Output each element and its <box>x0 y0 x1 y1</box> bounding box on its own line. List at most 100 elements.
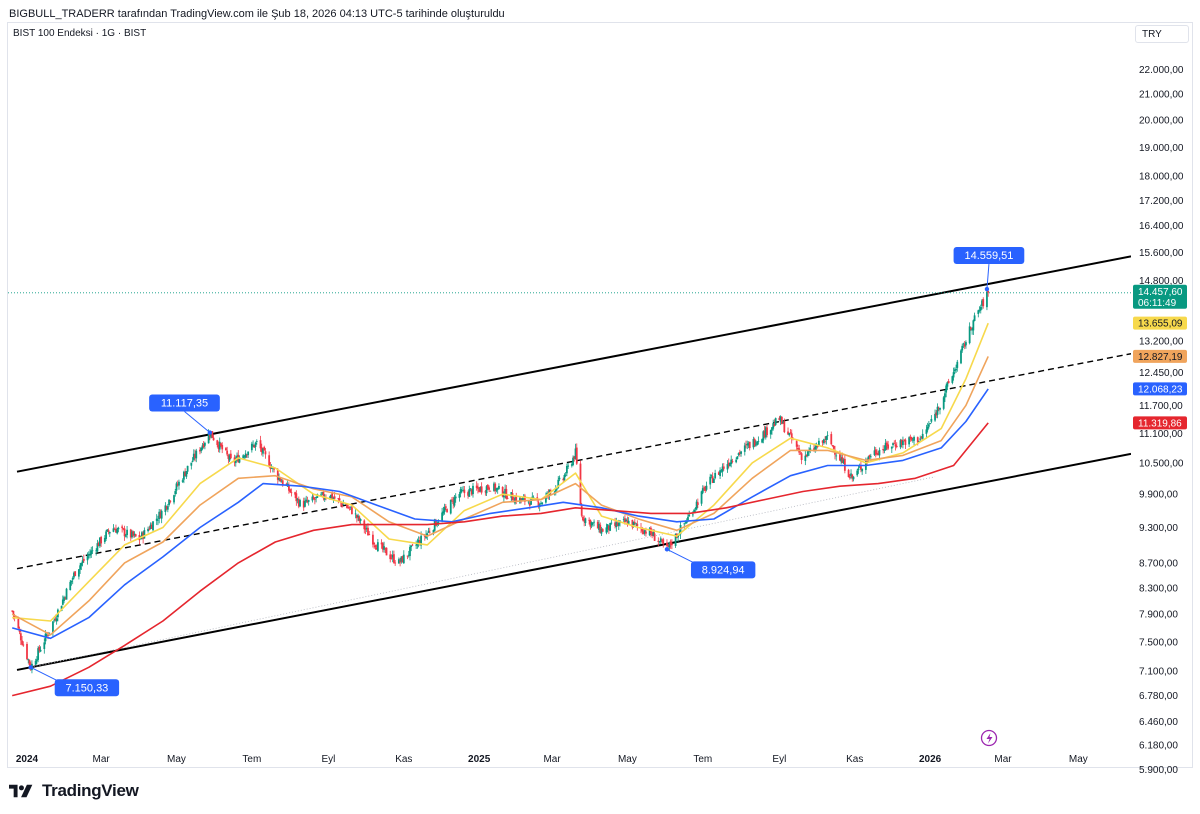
candle-body <box>830 434 833 445</box>
candle-body <box>442 511 445 514</box>
candle-body <box>683 523 686 525</box>
candle-body <box>410 545 413 548</box>
candle-body <box>826 435 829 437</box>
candle-body <box>910 437 913 440</box>
candle-body <box>908 437 911 445</box>
candle-body <box>918 441 920 442</box>
candle-body <box>939 407 941 410</box>
candle-body <box>505 488 508 499</box>
candle-body <box>338 498 341 501</box>
candle-body <box>34 660 37 665</box>
candle-body <box>642 531 645 535</box>
candle-body <box>570 464 573 466</box>
candle-body <box>738 452 741 454</box>
candle-body <box>194 454 196 459</box>
callout-label: 11.117,35 <box>161 398 208 410</box>
moving-average-line <box>12 422 989 697</box>
candle-body <box>558 477 561 480</box>
candle-body <box>87 554 90 556</box>
candle-body <box>459 489 462 494</box>
candle-body <box>564 474 567 476</box>
candle-body <box>771 427 773 431</box>
candle-body <box>916 437 919 443</box>
candle-body <box>489 490 492 492</box>
candle-body <box>601 529 604 532</box>
candle-body <box>783 421 786 433</box>
candle-body <box>605 527 608 533</box>
candle-body <box>496 487 499 490</box>
candle-body <box>460 490 463 492</box>
candle-body <box>129 529 132 538</box>
candle-body <box>729 462 731 467</box>
candle-body <box>39 649 42 652</box>
candle-body <box>341 503 343 507</box>
price-axis[interactable]: 22.000,00 21.000,00 20.000,00 19.000,00 18.0… <box>1139 65 1184 776</box>
candle-body <box>124 535 127 537</box>
candle-body <box>806 451 809 456</box>
moving-average-line <box>11 356 989 636</box>
candle-body <box>444 506 447 508</box>
candle-body <box>884 442 887 450</box>
candle-body <box>47 635 49 636</box>
candle-body <box>671 543 673 546</box>
candle-body <box>484 491 487 493</box>
candle-body <box>893 443 896 445</box>
candle-body <box>229 453 232 459</box>
candle-body <box>748 441 751 449</box>
trend-line-group[interactable] <box>16 255 1131 671</box>
candle-body <box>458 494 461 498</box>
candle-body <box>270 467 273 469</box>
candle-body <box>747 443 750 446</box>
candle-body <box>674 533 677 546</box>
candle-body <box>418 540 421 545</box>
candle-body <box>636 523 639 527</box>
candle-body <box>574 448 577 459</box>
price-tick-label: 14.800,00 <box>1139 276 1184 287</box>
candle-body <box>648 528 651 536</box>
candle-body <box>911 439 914 441</box>
candle-body <box>242 455 245 459</box>
candle-body <box>148 528 151 530</box>
annotation-group[interactable]: 11.117,35 7.150,33 8.924,94 14.559,51 <box>28 247 1025 697</box>
candle-body <box>814 446 817 451</box>
candle-body <box>280 481 283 483</box>
candle-body <box>446 509 448 513</box>
candle-body <box>764 427 767 438</box>
candle-body <box>981 300 983 306</box>
ma-price-tag-label: 12.827,19 <box>1138 352 1183 363</box>
candle-body <box>61 599 64 605</box>
candle-body <box>934 413 936 421</box>
candle-body <box>704 487 707 491</box>
candle-body <box>978 310 981 311</box>
candle-body <box>383 546 385 550</box>
candle-body <box>788 432 791 436</box>
price-tick-label: 8.300,00 <box>1139 583 1178 594</box>
candle-body <box>385 547 388 556</box>
time-axis[interactable]: 2024 Mar May Tem Eyl Kas 2025 Mar May Tem Eyl Kas 20… <box>16 754 1088 765</box>
candle-body <box>296 498 299 500</box>
candle-body <box>469 488 472 490</box>
lightning-icon[interactable] <box>980 729 998 747</box>
currency-button[interactable]: TRY <box>1135 25 1189 43</box>
candle-body <box>65 588 68 600</box>
candle-body <box>599 524 602 533</box>
candle-body <box>745 444 747 446</box>
candle-body <box>977 310 980 314</box>
candle-body <box>582 516 584 521</box>
candle-body <box>252 444 254 446</box>
candle-body <box>426 533 429 537</box>
tradingview-logo[interactable]: TradingView <box>9 781 139 801</box>
candle-body <box>902 440 904 446</box>
candle-body <box>936 406 939 415</box>
candle-body <box>320 494 322 496</box>
symbol-info[interactable]: BIST 100 Endeksi · 1G · BIST <box>13 28 147 39</box>
candle-body <box>869 456 872 458</box>
candle-body <box>809 448 812 451</box>
candle-body <box>752 439 755 448</box>
candle-body <box>216 440 219 446</box>
time-tick-label: Tem <box>242 754 261 765</box>
candle-body <box>268 455 271 467</box>
candle-body <box>971 329 974 331</box>
candle-body <box>347 507 350 509</box>
